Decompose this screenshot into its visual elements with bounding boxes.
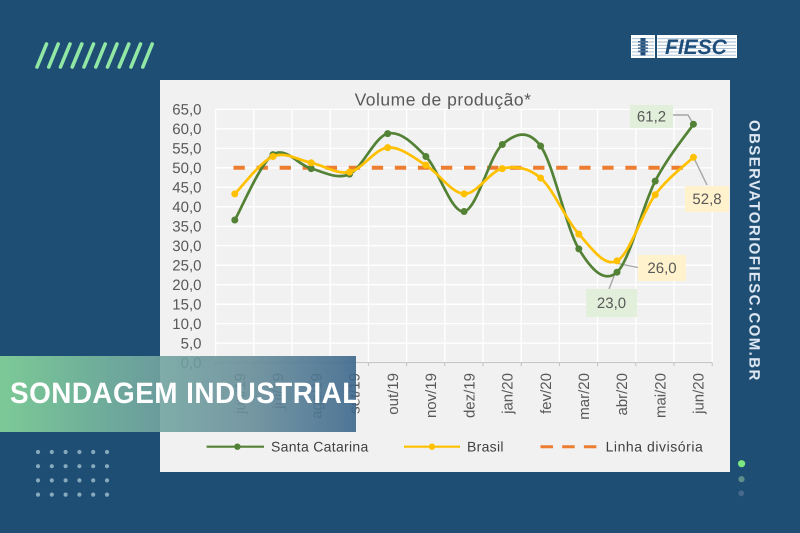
svg-text:35,0: 35,0: [172, 219, 201, 236]
svg-text:65,0: 65,0: [172, 102, 201, 119]
svg-text:20,0: 20,0: [172, 277, 201, 294]
svg-text:26,0: 26,0: [647, 260, 676, 277]
svg-text:25,0: 25,0: [172, 257, 201, 274]
svg-text:abr/20: abr/20: [614, 373, 631, 416]
svg-text:out/19: out/19: [385, 373, 402, 415]
svg-text:23,0: 23,0: [597, 295, 626, 312]
svg-text:30,0: 30,0: [172, 238, 201, 255]
svg-text:50,0: 50,0: [172, 160, 201, 177]
svg-text:60,0: 60,0: [172, 121, 201, 138]
svg-text:55,0: 55,0: [172, 141, 201, 158]
svg-text:Brasil: Brasil: [467, 439, 504, 455]
svg-text:45,0: 45,0: [172, 180, 201, 197]
svg-text:fev/20: fev/20: [538, 373, 555, 414]
svg-text:15,0: 15,0: [172, 296, 201, 313]
svg-text:mar/20: mar/20: [576, 373, 593, 420]
svg-text:5,0: 5,0: [181, 335, 202, 352]
svg-text:10,0: 10,0: [172, 316, 201, 333]
svg-text:dez/19: dez/19: [461, 373, 478, 418]
svg-text:nov/19: nov/19: [423, 373, 440, 418]
svg-text:61,2: 61,2: [637, 109, 666, 126]
svg-text:Linha divisória: Linha divisória: [606, 439, 704, 455]
svg-text:jun/20: jun/20: [691, 373, 708, 415]
svg-text:jan/20: jan/20: [500, 373, 517, 415]
svg-text:Volume de produção*: Volume de produção*: [355, 89, 532, 109]
svg-text:40,0: 40,0: [172, 199, 201, 216]
svg-text:52,8: 52,8: [692, 191, 721, 208]
svg-text:mai/20: mai/20: [652, 373, 669, 418]
svg-text:FIESC: FIESC: [665, 36, 728, 59]
svg-text:Santa Catarina: Santa Catarina: [271, 439, 369, 455]
